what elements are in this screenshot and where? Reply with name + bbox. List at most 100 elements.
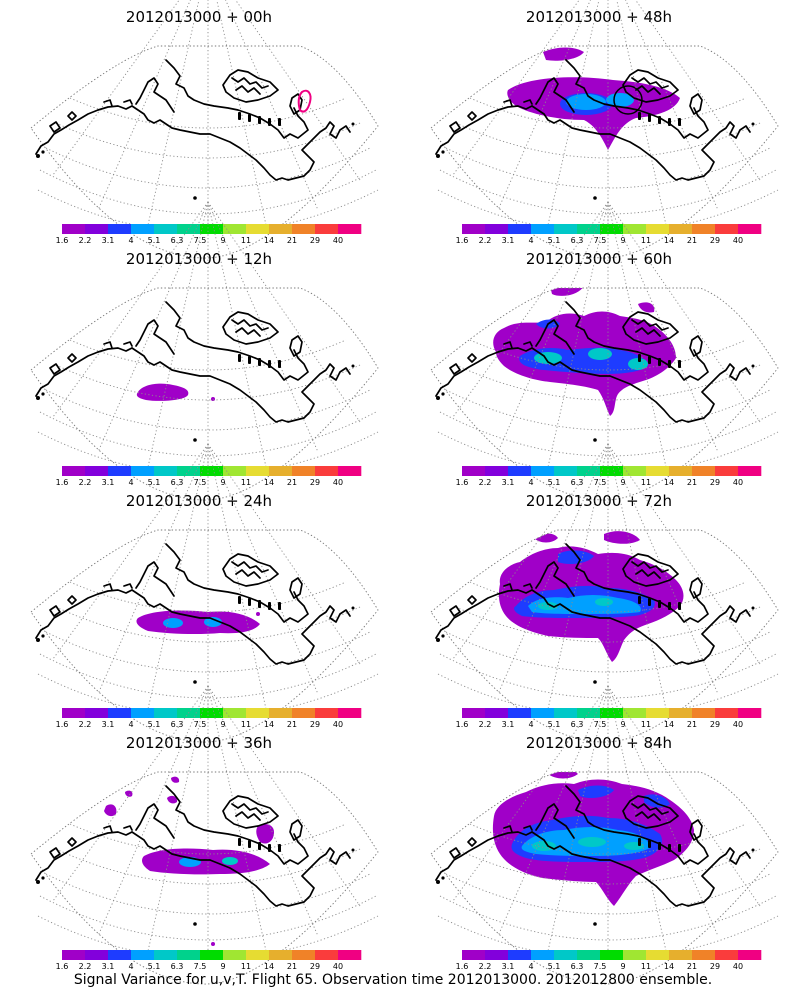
colorbar-label: 3.1 bbox=[502, 720, 515, 729]
panel-title: 2012013000 + 84h bbox=[526, 734, 672, 752]
colorbar-label: 9 bbox=[620, 720, 625, 729]
panel-title: 2012013000 + 24h bbox=[126, 492, 272, 510]
colorbar-swatch bbox=[338, 708, 362, 718]
colorbar-label: 9 bbox=[220, 236, 225, 245]
map-grid-and-coastlines bbox=[30, 443, 379, 743]
colorbar-swatch bbox=[692, 708, 716, 718]
colorbar-label: 1.6 bbox=[56, 478, 69, 487]
colorbar-swatch bbox=[669, 950, 693, 960]
colorbar-swatch bbox=[485, 466, 509, 476]
colorbar-label: 3.1 bbox=[102, 720, 115, 729]
colorbar-swatch bbox=[600, 466, 624, 476]
variance-contours bbox=[136, 610, 260, 635]
panel-title: 2012013000 + 00h bbox=[126, 8, 272, 26]
colorbar-swatch bbox=[338, 224, 362, 234]
colorbar-label: 9 bbox=[220, 962, 225, 971]
colorbar-swatch bbox=[85, 950, 109, 960]
colorbar-swatch bbox=[200, 466, 224, 476]
colorbar-swatch bbox=[738, 708, 762, 718]
colorbar-label: 3.1 bbox=[102, 962, 115, 971]
colorbar-swatch bbox=[154, 708, 178, 718]
map-panel: 2012013000 + 12h 1.6 2.2 3.1 4 5.1 6.3 7.5 9 11 14… bbox=[30, 201, 379, 501]
panel-title: 2012013000 + 12h bbox=[126, 250, 272, 268]
colorbar-swatch bbox=[62, 708, 86, 718]
colorbar-swatch bbox=[246, 708, 270, 718]
colorbar-swatch bbox=[223, 224, 247, 234]
colorbar-label: 29 bbox=[310, 236, 320, 245]
colorbar-label: 3.1 bbox=[102, 478, 115, 487]
colorbar-label: 4 bbox=[528, 962, 533, 971]
colorbar-swatch bbox=[62, 466, 86, 476]
colorbar-label: 4 bbox=[528, 236, 533, 245]
colorbar-label: 40 bbox=[733, 720, 743, 729]
colorbar-swatch bbox=[269, 224, 293, 234]
polar-map bbox=[30, 201, 379, 501]
colorbar-swatch bbox=[108, 950, 132, 960]
colorbar-label: 6.3 bbox=[171, 478, 184, 487]
polar-map bbox=[30, 685, 379, 985]
colorbar-swatch bbox=[600, 950, 624, 960]
colorbar-label: 7.5 bbox=[594, 720, 607, 729]
colorbar-label: 11 bbox=[241, 962, 251, 971]
colorbar-label: 4 bbox=[128, 478, 133, 487]
map-panel: 2012013000 + 24h 1.6 2.2 3.1 4 5.1 6.3 7.5 9 11 14… bbox=[30, 443, 379, 743]
colorbar-label: 5.1 bbox=[548, 478, 561, 487]
colorbar-swatch bbox=[292, 708, 316, 718]
colorbar-swatch bbox=[462, 708, 486, 718]
colorbar-swatch bbox=[692, 224, 716, 234]
colorbar-swatch bbox=[85, 708, 109, 718]
map-panel: 2012013000 + 00h 1.6 2.2 3.1 4 5.1 6.3 7.5 9 11 14… bbox=[30, 0, 379, 259]
colorbar-label: 7.5 bbox=[194, 962, 207, 971]
colorbar-swatch bbox=[315, 950, 339, 960]
colorbar-label: 40 bbox=[733, 236, 743, 245]
colorbar-label: 5.1 bbox=[548, 720, 561, 729]
colorbar-label: 9 bbox=[220, 478, 225, 487]
colorbar-swatch bbox=[177, 950, 201, 960]
figure-caption: Signal Variance for u,v,T. Flight 65. Ob… bbox=[74, 972, 712, 988]
colorbar-label: 7.5 bbox=[594, 236, 607, 245]
colorbar-label: 11 bbox=[241, 478, 251, 487]
colorbar-swatch bbox=[646, 950, 670, 960]
colorbar-swatch bbox=[269, 950, 293, 960]
colorbar-swatch bbox=[692, 466, 716, 476]
colorbar-label: 6.3 bbox=[571, 962, 584, 971]
colorbar-label: 7.5 bbox=[594, 962, 607, 971]
colorbar-label: 7.5 bbox=[194, 478, 207, 487]
colorbar-label: 2.2 bbox=[79, 720, 92, 729]
colorbar-label: 14 bbox=[664, 720, 674, 729]
colorbar-swatch bbox=[315, 466, 339, 476]
colorbar-swatch bbox=[669, 708, 693, 718]
colorbar-label: 21 bbox=[687, 720, 697, 729]
observation-marker bbox=[297, 89, 312, 113]
colorbar-label: 5.1 bbox=[148, 962, 161, 971]
colorbar-swatch bbox=[623, 950, 647, 960]
colorbar-swatch bbox=[715, 708, 739, 718]
colorbar-swatch bbox=[131, 950, 155, 960]
colorbar-swatch bbox=[623, 708, 647, 718]
colorbar-swatch bbox=[246, 224, 270, 234]
colorbar-label: 29 bbox=[310, 720, 320, 729]
colorbar-swatch bbox=[292, 950, 316, 960]
colorbar-label: 2.2 bbox=[79, 962, 92, 971]
colorbar-swatch bbox=[508, 950, 532, 960]
colorbar-swatch bbox=[531, 224, 555, 234]
colorbar-label: 6.3 bbox=[171, 720, 184, 729]
colorbar-label: 21 bbox=[287, 962, 297, 971]
colorbar-swatch bbox=[508, 708, 532, 718]
colorbar-label: 6.3 bbox=[571, 236, 584, 245]
colorbar-label: 3.1 bbox=[502, 478, 515, 487]
colorbar-label: 9 bbox=[220, 720, 225, 729]
map-panel: 2012013000 + 72h 1.6 2.2 3.1 4 5.1 6.3 7.5 9 11 14… bbox=[430, 443, 779, 743]
map-panel: 2012013000 + 84h 1.6 2.2 3.1 4 5.1 6.3 7.5 9 11 14… bbox=[430, 685, 779, 985]
colorbar-label: 5.1 bbox=[548, 236, 561, 245]
map-grid-and-coastlines bbox=[30, 685, 379, 985]
colorbar-label: 40 bbox=[333, 720, 343, 729]
variance-contours bbox=[492, 772, 694, 906]
colorbar-label: 3.1 bbox=[102, 236, 115, 245]
colorbar: 1.6 2.2 3.1 4 5.1 6.3 7.5 9 11 14 21 29 40 bbox=[456, 224, 762, 245]
colorbar-label: 2.2 bbox=[479, 236, 492, 245]
colorbar: 1.6 2.2 3.1 4 5.1 6.3 7.5 9 11 14 21 29 40 bbox=[56, 950, 362, 971]
colorbar-swatch bbox=[531, 708, 555, 718]
colorbar-swatch bbox=[223, 708, 247, 718]
colorbar-label: 6.3 bbox=[571, 478, 584, 487]
